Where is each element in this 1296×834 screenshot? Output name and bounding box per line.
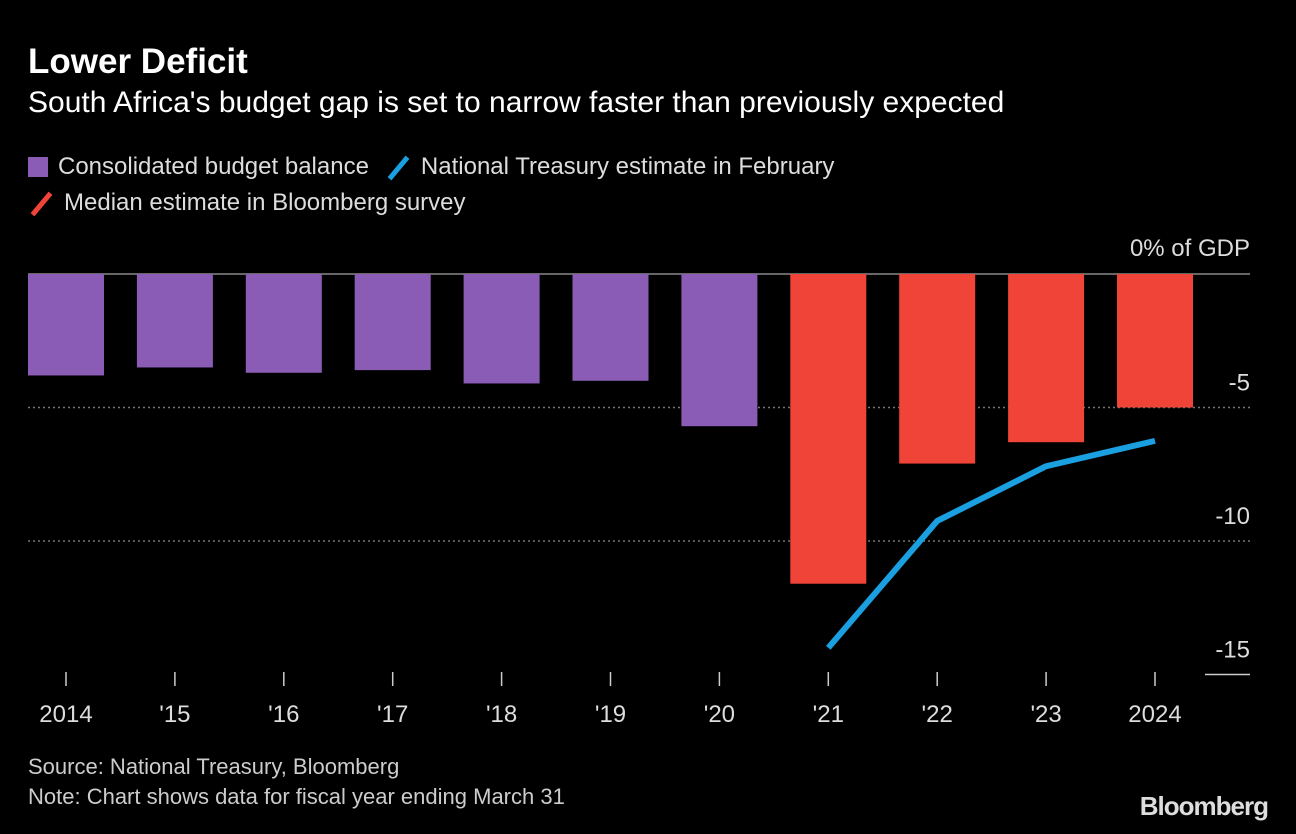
- x-tick-label: '19: [595, 701, 626, 728]
- y-tick-label: 0% of GDP: [1130, 235, 1250, 262]
- y-tick-label: -5: [1229, 370, 1250, 397]
- chart-subtitle: South Africa's budget gap is set to narr…: [28, 86, 1005, 119]
- x-tick-label: '17: [377, 701, 408, 728]
- x-tick-label: '21: [813, 701, 844, 728]
- y-tick-label: -15: [1215, 637, 1250, 664]
- legend-row-2: Median estimate in Bloomberg survey: [28, 189, 466, 217]
- bar: [354, 274, 431, 371]
- legend-row-1: Consolidated budget balance .s1::after{b…: [28, 153, 834, 181]
- bloomberg-logo: Bloomberg: [1139, 791, 1269, 821]
- footnote: Note: Chart shows data for fiscal year e…: [28, 784, 565, 809]
- x-tick-label: '20: [704, 701, 735, 728]
- legend-label-treasury: National Treasury estimate in February: [420, 153, 835, 180]
- bar: [1117, 274, 1193, 408]
- bar: [1008, 274, 1085, 443]
- bar: [136, 274, 213, 368]
- bar: [899, 274, 976, 464]
- bar: [790, 274, 867, 584]
- x-tick-label: '23: [1030, 701, 1061, 728]
- x-tick-label: 2024: [1128, 701, 1181, 728]
- bar: [681, 274, 758, 427]
- bar: [572, 274, 649, 381]
- bar: [245, 274, 322, 373]
- chart-title: Lower Deficit: [28, 42, 248, 81]
- legend-swatch-budget-balance: [28, 157, 48, 177]
- y-tick-label: -10: [1215, 503, 1250, 530]
- legend-label-survey: Median estimate in Bloomberg survey: [64, 189, 466, 216]
- legend-label-budget-balance: Consolidated budget balance: [58, 153, 369, 180]
- x-tick-label: '15: [159, 701, 190, 728]
- x-tick-label: 2014: [39, 701, 92, 728]
- x-tick-label: '22: [922, 701, 953, 728]
- source-note: Source: National Treasury, Bloomberg: [28, 754, 400, 779]
- bar: [463, 274, 540, 384]
- line-series: [826, 437, 1156, 650]
- x-tick-label: '18: [486, 701, 517, 728]
- x-tick-label: '16: [268, 701, 299, 728]
- bar: [28, 274, 104, 376]
